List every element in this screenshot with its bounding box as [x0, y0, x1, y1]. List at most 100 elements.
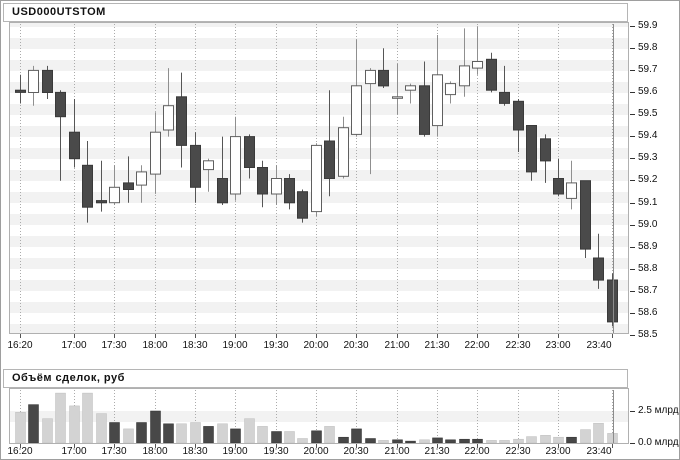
volume-bar-down — [553, 436, 564, 444]
time-tick — [155, 334, 156, 338]
background-stripe — [10, 411, 628, 422]
time-tick-label: 17:30 — [101, 446, 127, 457]
time-tick-label: 21:30 — [424, 446, 450, 457]
time-tick-label: 18:30 — [182, 340, 208, 351]
candle-down — [69, 131, 80, 160]
volume-bar-up — [109, 422, 120, 444]
candle-down — [553, 178, 564, 195]
volume-bar-up — [230, 428, 241, 444]
volume-bar-up — [365, 438, 376, 444]
time-tick-label: 20:30 — [343, 446, 369, 457]
volume-bar-down — [419, 439, 430, 444]
time-tick — [276, 444, 277, 448]
volume-bar-up — [566, 436, 577, 444]
time-tick-label: 17:00 — [61, 446, 87, 457]
candle-up — [230, 136, 241, 195]
time-tick-label: 22:30 — [505, 340, 531, 351]
time-tick-label: 22:00 — [464, 340, 490, 351]
time-tick — [20, 334, 21, 338]
volume-bar-down — [378, 440, 389, 444]
price-tick — [630, 313, 635, 314]
background-stripe — [10, 258, 628, 269]
price-tick-label: 59.7 — [638, 64, 658, 75]
time-tick — [518, 334, 519, 338]
background-stripe — [10, 236, 628, 247]
price-tick — [630, 136, 635, 137]
volume-bar-up — [163, 423, 174, 444]
time-tick — [397, 334, 398, 338]
background-stripe — [10, 324, 628, 334]
time-tick-label: 17:30 — [101, 340, 127, 351]
time-tick-label: 19:30 — [263, 340, 289, 351]
volume-bar-down — [593, 422, 604, 444]
background-stripe — [10, 104, 628, 115]
price-tick — [630, 114, 635, 115]
price-tick-label: 59.2 — [638, 174, 658, 185]
background-stripe — [10, 82, 628, 93]
volume-bar-down — [176, 423, 187, 444]
volume-tick — [630, 411, 635, 412]
time-tick — [114, 334, 115, 338]
time-tick-label: 20:00 — [303, 446, 329, 457]
candle-up — [566, 182, 577, 199]
time-tick — [155, 444, 156, 448]
time-tick — [276, 334, 277, 338]
volume-bar-down — [96, 413, 107, 444]
volume-bar-down — [513, 438, 524, 444]
candle-down — [15, 89, 26, 93]
time-tick-label: 16:20 — [7, 340, 33, 351]
instrument-header: USD000UTSTOM — [3, 3, 628, 22]
volume-bar-up — [392, 439, 403, 444]
time-tick — [74, 334, 75, 338]
candle-up — [432, 74, 443, 127]
candlestick-chart[interactable] — [9, 22, 629, 334]
volume-bar-up — [311, 430, 322, 444]
background-stripe — [10, 38, 628, 49]
time-tick-label: 23:40 — [586, 446, 612, 457]
volume-chart[interactable] — [9, 388, 629, 444]
volume-bar-down — [217, 423, 228, 444]
price-tick-label: 58.6 — [638, 307, 658, 318]
price-tick-label: 59.0 — [638, 219, 658, 230]
time-tick — [477, 334, 478, 338]
time-tick — [518, 444, 519, 448]
background-stripe — [10, 22, 628, 27]
time-tick — [356, 334, 357, 338]
time-tick — [74, 444, 75, 448]
plot-border — [9, 388, 629, 444]
time-tick-label: 18:30 — [182, 446, 208, 457]
price-tick — [630, 92, 635, 93]
volume-bar-down — [69, 405, 80, 444]
time-tick-label: 21:00 — [384, 446, 410, 457]
candle-down — [499, 91, 510, 104]
time-tick-label: 21:30 — [424, 340, 450, 351]
plot-border — [9, 22, 629, 334]
volume-tick-label: 0.0 млрд — [638, 437, 679, 448]
time-tick-label: 19:00 — [222, 340, 248, 351]
time-tick-label: 20:30 — [343, 340, 369, 351]
volume-bar-down — [540, 435, 551, 444]
candle-up — [445, 83, 456, 96]
price-tick — [630, 203, 635, 204]
time-tick-label: 23:00 — [545, 446, 571, 457]
price-tick-label: 59.5 — [638, 108, 658, 119]
volume-title: Объём сделок, руб — [12, 372, 125, 384]
candle-up — [311, 144, 322, 213]
candle-down — [244, 136, 255, 168]
time-tick — [235, 334, 236, 338]
instrument-title: USD000UTSTOM — [12, 6, 106, 18]
background-stripe — [10, 280, 628, 291]
volume-bar-up — [351, 428, 362, 444]
candle-up — [459, 65, 470, 87]
candle-down — [96, 200, 107, 204]
candle-up — [28, 69, 39, 94]
volume-bar-down — [55, 392, 66, 444]
volume-bar-up — [338, 436, 349, 444]
volume-tick-label: 2.5 млрд — [638, 405, 679, 416]
volume-header: Объём сделок, руб — [3, 369, 628, 388]
candle-up — [109, 186, 120, 204]
time-tick — [114, 444, 115, 448]
time-tick-label: 21:00 — [384, 340, 410, 351]
candle-down — [257, 167, 268, 195]
price-tick — [630, 70, 635, 71]
